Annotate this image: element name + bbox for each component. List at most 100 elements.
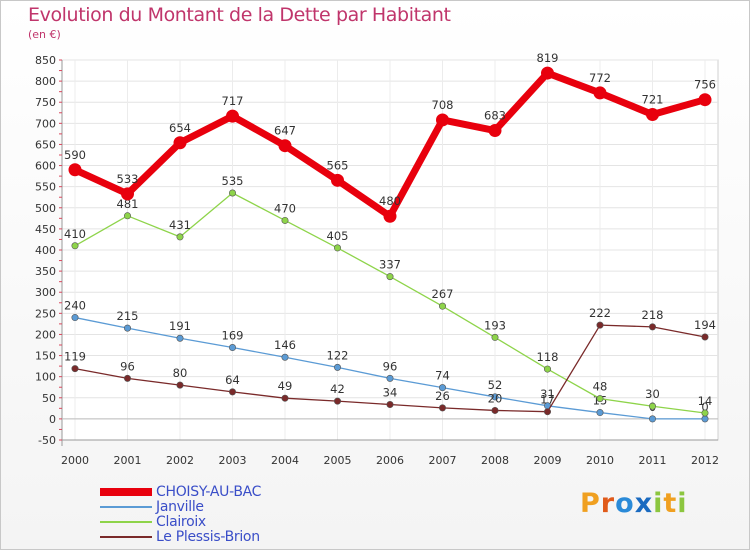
data-label: 42: [330, 382, 345, 396]
data-point: [173, 136, 187, 150]
data-point: [124, 374, 132, 382]
data-label: 31: [540, 387, 555, 401]
data-point: [698, 93, 712, 107]
data-label: 565: [327, 158, 349, 172]
x-tick-label: 2001: [114, 454, 142, 467]
data-point: [596, 395, 604, 403]
legend-item: CHOISY-AU-BAC: [100, 483, 262, 500]
data-point: [278, 139, 292, 153]
data-point: [648, 402, 656, 410]
x-tick-label: 2010: [586, 454, 614, 467]
y-tick-label: 450: [35, 223, 56, 236]
data-label: 218: [642, 308, 664, 322]
data-label: 119: [64, 350, 86, 364]
data-label: 193: [484, 318, 506, 332]
data-point: [176, 381, 184, 389]
legend-label: CHOISY-AU-BAC: [156, 483, 262, 500]
data-point: [333, 244, 341, 252]
x-tick-label: 2009: [534, 454, 562, 467]
data-label: 535: [222, 174, 244, 188]
data-point: [281, 216, 289, 224]
data-point: [281, 394, 289, 402]
data-label: 118: [537, 350, 559, 364]
data-label: 194: [694, 318, 716, 332]
data-point: [491, 333, 499, 341]
x-tick-label: 2008: [481, 454, 509, 467]
y-tick-label: 400: [35, 244, 56, 257]
data-point: [226, 109, 239, 123]
x-tick-label: 2006: [376, 454, 404, 467]
data-point: [648, 323, 656, 331]
y-tick-label: 0: [49, 413, 56, 426]
legend-item: Clairoix: [100, 514, 261, 530]
data-label: 721: [642, 92, 664, 106]
data-point: [386, 401, 394, 409]
data-point: [383, 209, 397, 223]
chart-legend: CHOISY-AU-BAC Janville Clairoix Le Plessis-…: [100, 483, 262, 545]
data-point: [438, 404, 446, 412]
y-tick-label: 150: [35, 350, 56, 363]
chart-subtitle: (en €): [28, 28, 61, 41]
data-point: [701, 409, 709, 417]
chart-title: Evolution du Montant de la Dette par Hab…: [28, 4, 451, 26]
data-point: [229, 189, 237, 197]
y-tick-label: 50: [42, 392, 56, 405]
y-tick-label: 650: [35, 138, 56, 151]
data-label: 590: [64, 148, 86, 162]
x-tick-label: 2011: [639, 454, 667, 467]
data-point: [333, 363, 341, 371]
data-label: 215: [117, 309, 139, 323]
y-tick-label: 750: [35, 96, 56, 109]
data-point: [71, 314, 79, 322]
data-label: 267: [432, 287, 454, 301]
data-point: [438, 384, 446, 392]
x-tick-label: 2005: [324, 454, 352, 467]
data-label: 52: [488, 378, 503, 392]
data-label: 146: [274, 338, 296, 352]
data-point: [71, 242, 79, 250]
data-label: 30: [645, 387, 660, 401]
y-tick-label: 550: [35, 181, 56, 194]
data-label: 470: [274, 201, 296, 215]
data-label: 64: [225, 373, 240, 387]
y-tick-label: 100: [35, 371, 56, 384]
x-tick-label: 2003: [219, 454, 247, 467]
legend-item: Janville: [100, 498, 261, 515]
y-tick-label: 200: [35, 328, 56, 341]
data-point: [491, 406, 499, 414]
data-label: 647: [274, 124, 296, 138]
y-tick-label: 850: [35, 54, 56, 67]
data-point: [124, 324, 132, 332]
data-point: [596, 409, 604, 417]
data-point: [386, 374, 394, 382]
data-label: 654: [169, 121, 191, 135]
data-label: 80: [173, 366, 188, 380]
data-label: 405: [327, 229, 349, 243]
data-point: [386, 273, 394, 281]
data-label: 74: [435, 369, 450, 383]
x-tick-label: 2007: [429, 454, 457, 467]
data-point: [491, 393, 499, 401]
legend-item: Le Plessis-Brion: [100, 529, 261, 545]
data-label: 708: [432, 98, 454, 112]
legend-swatch: [100, 535, 152, 538]
legend-label: Janville: [156, 498, 204, 515]
data-label: 17: [540, 393, 555, 407]
data-point: [596, 321, 604, 329]
y-tick-label: 500: [35, 202, 56, 215]
data-point: [488, 124, 502, 138]
data-label: 431: [169, 218, 191, 232]
data-point: [436, 113, 449, 127]
data-label: 222: [589, 306, 611, 320]
data-point: [281, 353, 289, 361]
data-point: [68, 163, 82, 177]
data-label: 337: [379, 258, 401, 272]
x-tick-label: 2000: [61, 454, 89, 467]
data-label: 20: [488, 391, 503, 405]
proxiti-logo: Proxiti: [580, 488, 688, 519]
data-label: 0: [701, 400, 708, 414]
data-point: [176, 334, 184, 342]
x-tick-label: 2004: [271, 454, 299, 467]
data-point: [176, 233, 184, 241]
data-point: [646, 107, 659, 121]
